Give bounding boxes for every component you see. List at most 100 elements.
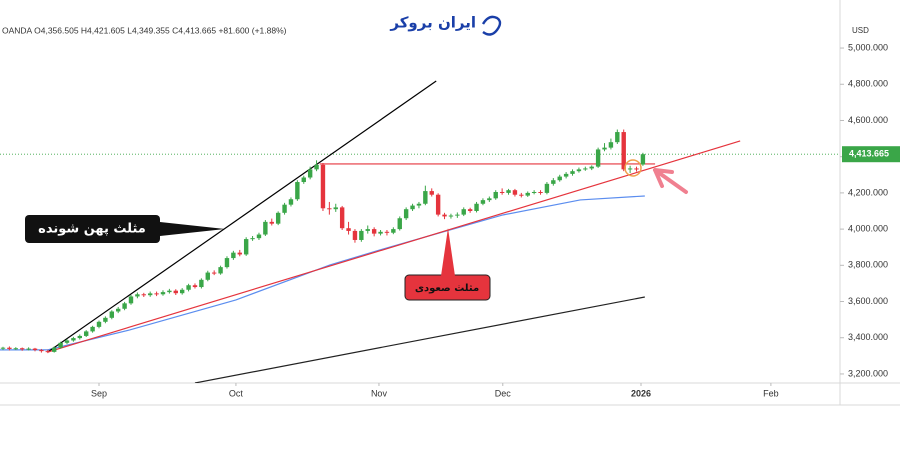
candle-body: [256, 234, 262, 239]
last-price-label: 4,413.665: [849, 149, 889, 159]
candle-body: [435, 194, 441, 215]
candle-body: [179, 289, 185, 294]
x-tick-label: 2026: [631, 388, 651, 398]
candle-body: [167, 290, 172, 293]
candle-body: [51, 347, 57, 352]
candle-body: [263, 221, 268, 235]
candle-body: [595, 149, 601, 167]
candle-body: [627, 168, 633, 170]
candle-body: [538, 191, 543, 193]
candle-body: [634, 168, 639, 170]
candle-body: [128, 296, 134, 304]
candle-body: [231, 252, 236, 259]
candle-body: [519, 194, 524, 196]
candle-body: [135, 294, 140, 297]
candle-body: [493, 191, 498, 199]
x-tick-label: Oct: [229, 388, 244, 398]
y-tick-label: 3,600.000: [848, 296, 888, 306]
candle-body: [378, 231, 383, 234]
logo: ایران بروکر: [389, 14, 502, 36]
candle-body: [487, 198, 492, 201]
candle-body: [563, 173, 569, 177]
candle-body: [32, 348, 38, 351]
candle-body: [442, 214, 447, 217]
candle-body: [525, 192, 530, 196]
candle-body: [211, 272, 217, 274]
candle-body: [346, 228, 351, 231]
candle-body: [250, 238, 255, 240]
candle-body: [557, 176, 562, 181]
candle-body: [141, 294, 146, 296]
candle-body: [371, 229, 377, 234]
candle-body: [205, 272, 210, 280]
candle-body: [384, 231, 390, 233]
candle-body: [512, 190, 518, 195]
candle-body: [71, 338, 76, 341]
candle-body: [339, 207, 345, 229]
candle-body: [275, 212, 281, 224]
candle-body: [103, 317, 108, 322]
candle-body: [7, 347, 12, 349]
candle-body: [531, 191, 537, 193]
candle-body: [608, 142, 614, 148]
ohlc-header: OANDA O4,356.505 H4,421.605 L4,349.355 C…: [2, 25, 287, 35]
y-tick-label: 4,800.000: [848, 79, 888, 89]
candle-body: [160, 292, 166, 295]
candle-body: [583, 168, 588, 170]
candle-body: [282, 204, 287, 213]
candle-body: [295, 182, 300, 200]
annotations: مثلث پهن شونده مثلث صعودی: [25, 159, 688, 301]
candle-body: [147, 293, 153, 296]
candle-body: [13, 348, 19, 350]
candle-body: [288, 199, 294, 205]
candle-body: [333, 207, 338, 210]
candle-body: [45, 351, 51, 353]
candle-body: [269, 221, 274, 224]
candle-body: [224, 258, 230, 268]
candle-body: [327, 208, 332, 210]
x-tick-label: Dec: [495, 388, 512, 398]
y-tick-label: 3,200.000: [848, 368, 888, 378]
x-tick-label: Feb: [763, 388, 779, 398]
candle-body: [199, 279, 204, 288]
candle-body: [301, 177, 306, 183]
candle-body: [307, 169, 313, 178]
candle-body: [77, 335, 82, 339]
candle-body: [429, 191, 434, 195]
y-tick-label: 3,400.000: [848, 332, 888, 342]
currency-label: USD: [852, 26, 869, 35]
highlight-circle: [624, 159, 642, 177]
candle-body: [83, 331, 89, 336]
y-tick-label: 3,800.000: [848, 260, 888, 270]
candle-body: [90, 326, 95, 332]
annotation-pointer: [441, 228, 455, 276]
annotation-pointer: [160, 222, 225, 236]
candle-body: [154, 293, 159, 295]
candle-body: [621, 132, 626, 170]
annotation-text: مثلث صعودی: [415, 283, 479, 294]
overlay-line: [47, 140, 741, 353]
candle-body: [365, 229, 370, 231]
candle-body: [467, 209, 473, 212]
candle-body: [455, 214, 460, 216]
candle-body: [26, 348, 31, 350]
annotation-text: مثلث پهن شونده: [38, 222, 146, 237]
candle-body: [423, 191, 428, 204]
y-tick-label: 5,000.000: [848, 42, 888, 52]
candle-body: [391, 229, 396, 233]
candle-body: [115, 308, 121, 312]
y-tick-label: 4,000.000: [848, 223, 888, 233]
candle-body: [39, 350, 44, 352]
candle-body: [448, 215, 454, 217]
candle-body: [506, 190, 511, 193]
candle-body: [640, 154, 646, 165]
candle-body: [0, 347, 6, 349]
y-tick-label: 4,200.000: [848, 187, 888, 197]
candle-body: [551, 180, 556, 184]
candle-body: [474, 203, 479, 212]
logo-icon: [481, 15, 502, 36]
candle-body: [173, 290, 178, 294]
candle-body: [122, 303, 127, 309]
